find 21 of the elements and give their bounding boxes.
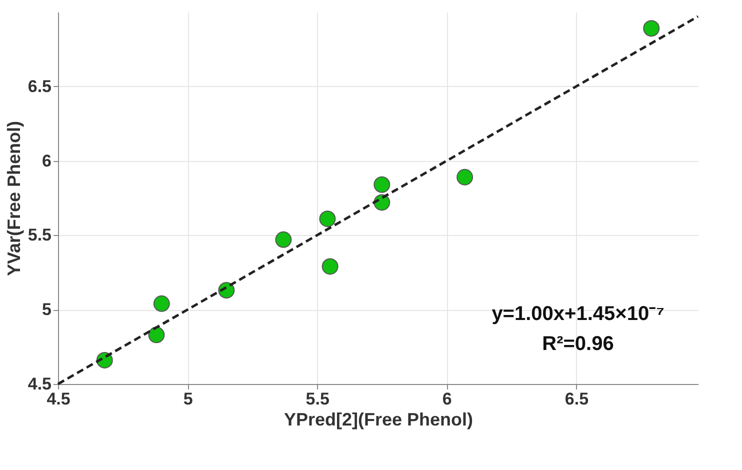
annotation: R²=0.96 xyxy=(542,333,614,355)
point xyxy=(319,210,336,228)
y-tick-label: 6.5 xyxy=(28,76,52,96)
point xyxy=(374,176,390,193)
point xyxy=(153,295,170,312)
y-axis-title: YVar(Free Phenol) xyxy=(4,120,24,276)
x-tick-label: 6.5 xyxy=(564,390,589,408)
y-tick-label: 5.5 xyxy=(28,226,52,245)
point xyxy=(148,326,165,344)
point xyxy=(275,231,292,248)
x-tick-label: 5 xyxy=(183,390,193,408)
point xyxy=(456,168,474,186)
y-tick-label: 6 xyxy=(42,151,52,170)
y-tick-label: 4.5 xyxy=(28,374,52,394)
point xyxy=(322,258,338,275)
annotation: y=1.00x+1.45×10⁻⁷ xyxy=(492,303,664,325)
x-tick-label: 6 xyxy=(442,390,452,408)
x-axis-title: YPred[2](Free Phenol) xyxy=(284,410,474,430)
y-tick-label: 5 xyxy=(42,300,52,320)
x-tick-label: 5.5 xyxy=(306,390,330,408)
point xyxy=(643,20,660,37)
